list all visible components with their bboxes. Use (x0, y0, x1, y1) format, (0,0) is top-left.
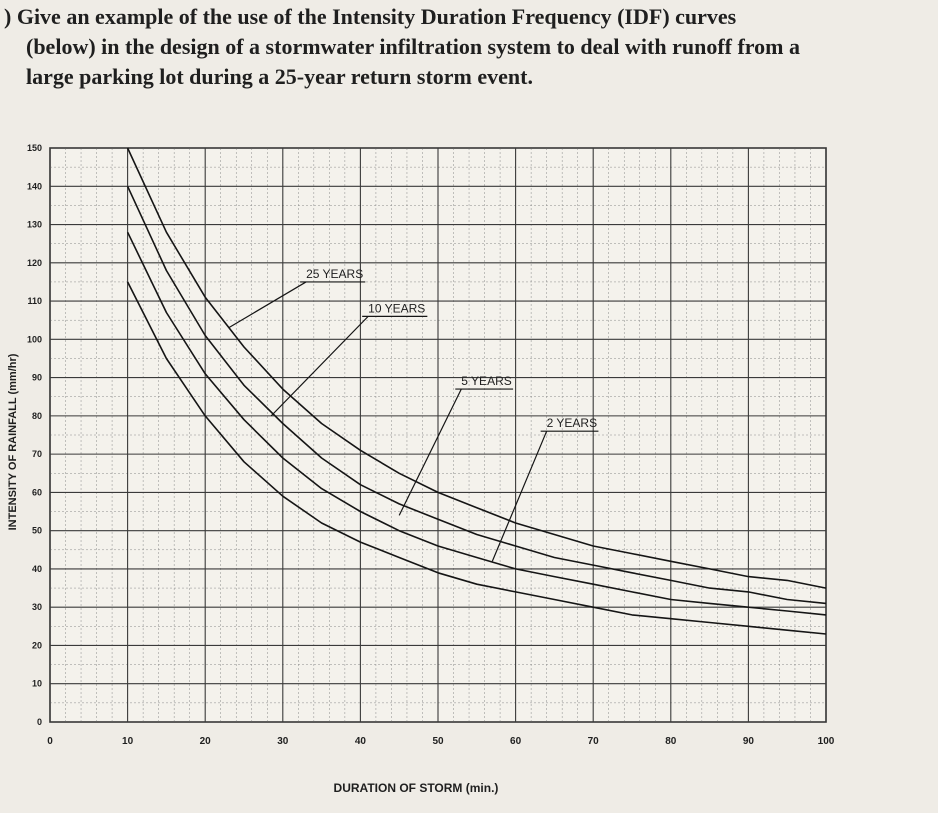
annotation-leader (398, 388, 462, 516)
chart-ticks: 0 10 20 30 40 50 60 70 80 90 100 0 10 20 30 40 50 60 70 80 9… (27, 143, 835, 747)
y-tick-label: 130 (27, 220, 42, 230)
x-tick-label: 80 (665, 736, 677, 747)
y-axis-label: INTENSITY OF RAINFALL (mm/hr) (7, 353, 19, 530)
y-tick-label: 110 (27, 296, 42, 306)
series-line-2 (126, 185, 827, 605)
x-tick-label: 40 (355, 736, 367, 747)
question-line-1: ) Give an example of the use of the Inte… (4, 4, 737, 29)
annotation-label: 25 YEARS (306, 267, 363, 281)
annotation-leader (270, 315, 369, 417)
y-tick-label: 30 (32, 602, 42, 612)
question-text: ) Give an example of the use of the Inte… (4, 2, 904, 92)
y-tick-label: 20 (32, 640, 42, 650)
series-line-3 (126, 231, 827, 616)
y-tick-label: 60 (32, 487, 42, 497)
annotation-label: 10 YEARS (368, 301, 425, 315)
series-line-1 (126, 147, 827, 589)
y-tick-label: 50 (32, 526, 42, 536)
chart-grid (49, 147, 827, 723)
chart-annotations: 25 YEARS 10 YEARS 5 YEARS 2 YEARS (228, 267, 599, 562)
annotation-label: 2 YEARS (547, 416, 597, 430)
x-tick-label: 70 (588, 736, 600, 747)
y-tick-label: 150 (27, 143, 42, 153)
y-tick-label: 90 (32, 373, 42, 383)
y-tick-label: 10 (32, 679, 42, 689)
question-line-3: large parking lot during a 25-year retur… (26, 64, 533, 89)
annotation-leader (228, 281, 307, 329)
chart-series (126, 147, 827, 635)
x-tick-label: 30 (277, 736, 289, 747)
x-axis-label: DURATION OF STORM (min.) (334, 781, 499, 795)
x-tick-label: 60 (510, 736, 522, 747)
x-tick-label: 100 (818, 736, 835, 747)
y-tick-label: 70 (32, 449, 42, 459)
question-line-2: (below) in the design of a stormwater in… (26, 34, 800, 59)
y-tick-label: 80 (32, 411, 42, 421)
annotation-leader (491, 430, 548, 562)
x-tick-label: 90 (743, 736, 755, 747)
y-tick-label: 140 (27, 181, 42, 191)
x-tick-label: 50 (432, 736, 444, 747)
x-tick-label: 10 (122, 736, 134, 747)
x-tick-label: 20 (200, 736, 212, 747)
y-tick-label: 0 (37, 717, 42, 727)
x-tick-label: 0 (47, 736, 53, 747)
series-line-4 (126, 281, 827, 635)
y-tick-label: 40 (32, 564, 42, 574)
y-tick-label: 100 (27, 334, 42, 344)
y-tick-label: 120 (27, 258, 42, 268)
annotation-label: 5 YEARS (461, 374, 511, 388)
